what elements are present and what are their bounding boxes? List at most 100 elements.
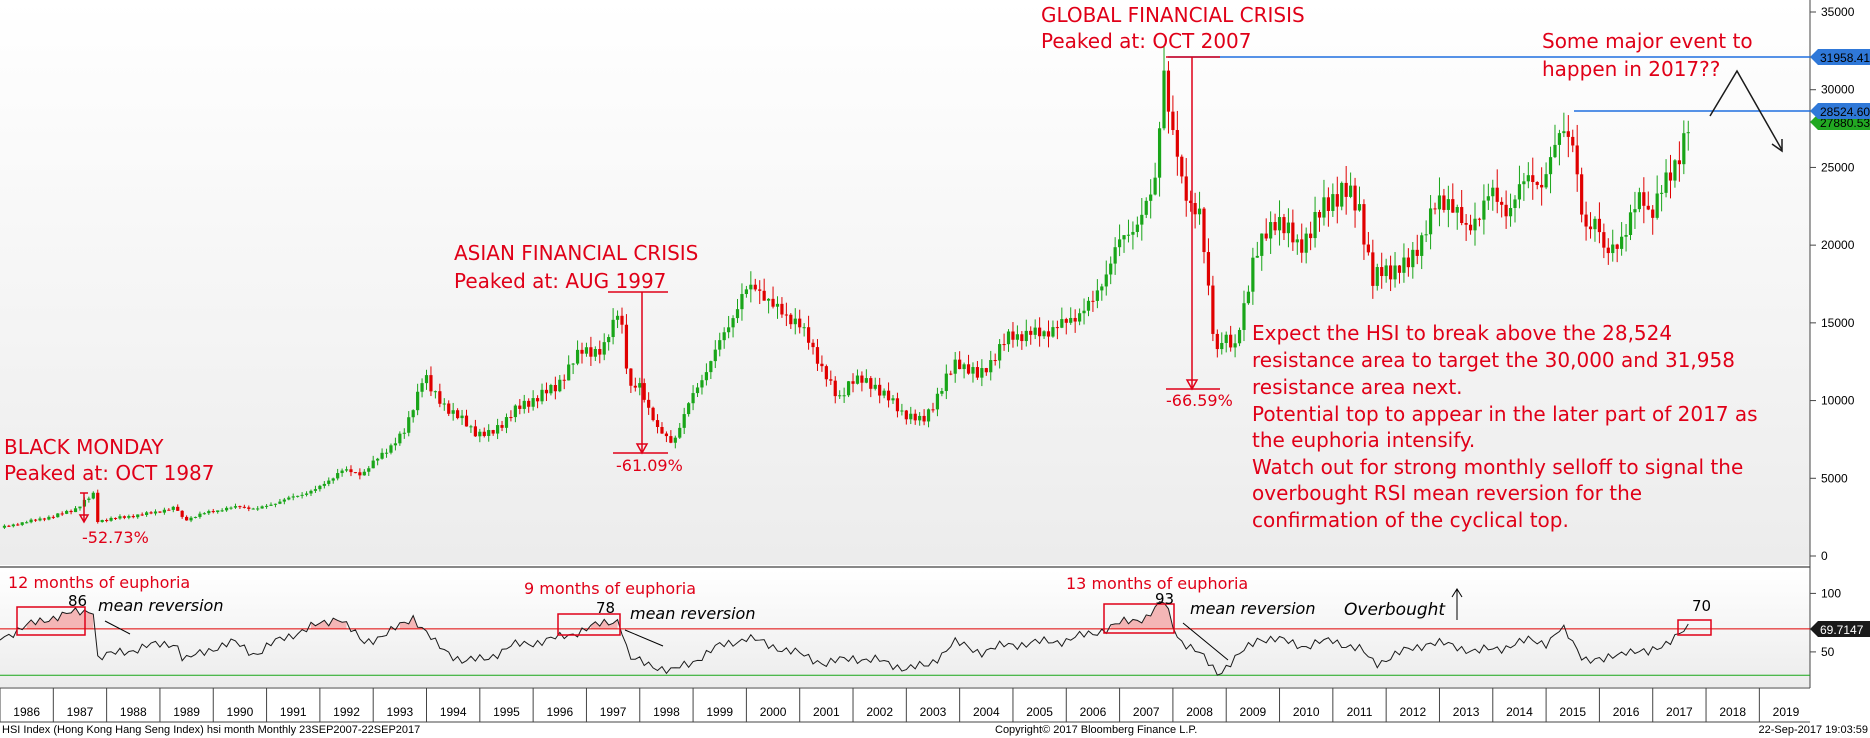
candle-body <box>336 473 340 479</box>
candle-body <box>1215 333 1219 350</box>
candle-body <box>584 347 589 354</box>
candle-body <box>615 315 620 320</box>
candle-body <box>504 417 509 428</box>
candle-body <box>771 298 775 307</box>
candle-body <box>1149 194 1153 201</box>
x-tick-label: 2017 <box>1666 705 1693 719</box>
price-tag-resistance-label: 28524.60 <box>1820 105 1870 119</box>
candle-body <box>1553 144 1557 158</box>
candle-body <box>1157 128 1162 178</box>
candle-body <box>673 437 677 443</box>
candle-body <box>87 498 91 500</box>
x-tick-label: 2010 <box>1293 705 1320 719</box>
candle-body <box>1486 196 1490 201</box>
x-tick-label: 2012 <box>1399 705 1426 719</box>
candle-body <box>1673 160 1677 181</box>
candle-body <box>695 387 700 394</box>
candle-body <box>998 344 1002 361</box>
candle-body <box>349 469 353 473</box>
candle-body <box>1615 244 1619 249</box>
candle-body <box>1682 133 1686 165</box>
candle-body <box>11 524 15 527</box>
candle-body <box>802 327 806 329</box>
candle-body <box>824 366 828 380</box>
x-tick-label: 1990 <box>227 705 254 719</box>
candle-body <box>393 443 398 446</box>
candle-body <box>806 327 811 343</box>
candle-body <box>1095 290 1099 301</box>
price-tag-resistance: 28524.60 <box>1810 103 1870 119</box>
candle-body <box>1611 244 1615 254</box>
footer-security: HSI Index (Hong Kong Hang Seng Index) hs… <box>2 724 420 736</box>
candle-body <box>1420 235 1424 256</box>
candle-body <box>118 516 122 519</box>
candle-body <box>1406 257 1410 268</box>
candle-body <box>353 472 358 474</box>
candle-body <box>762 290 766 301</box>
price-tick-label: 10000 <box>1821 394 1855 408</box>
asian-crisis-peak: Peaked at: AUG 1997 <box>454 269 666 293</box>
candle-body <box>833 380 837 397</box>
candle-body <box>989 360 993 373</box>
overbought-arrowhead <box>1451 588 1463 598</box>
candle-body <box>589 347 593 357</box>
candle-body <box>16 524 20 526</box>
candle-body <box>1397 265 1402 273</box>
rsi-mean-reversion-1: mean reversion <box>98 596 223 615</box>
event-question-line1: Some major event to <box>1542 29 1753 53</box>
candle-body <box>740 294 744 310</box>
candle-body <box>669 436 673 443</box>
candle-body <box>1593 218 1597 230</box>
candle-body <box>438 391 442 404</box>
candle-body <box>687 403 691 415</box>
candle-body <box>91 492 95 499</box>
candle-body <box>145 512 149 515</box>
candle-body <box>900 410 904 412</box>
candle-body <box>1140 214 1144 225</box>
candle-body <box>1309 233 1313 239</box>
candle-body <box>158 511 162 513</box>
candle-body <box>51 516 55 518</box>
rsi-arrow-1 <box>104 620 131 635</box>
candle-body <box>1069 317 1073 323</box>
candle-body <box>96 492 100 523</box>
rsi-overbought-fill <box>590 619 618 629</box>
candle-body <box>944 373 948 392</box>
candle-body <box>1557 133 1562 145</box>
candle-body <box>1517 184 1522 200</box>
candle-body <box>309 490 313 494</box>
candle-body <box>20 522 24 525</box>
candle-body <box>1038 327 1042 337</box>
x-tick-label: 2005 <box>1026 705 1053 719</box>
candle-body <box>1651 209 1655 218</box>
candle-body <box>1349 185 1353 197</box>
rsi-peak-2: 78 <box>596 599 615 617</box>
candle-body <box>753 284 757 290</box>
candle-body <box>846 381 851 396</box>
candle-body <box>935 393 940 410</box>
candle-body <box>1460 207 1464 224</box>
candle-body <box>975 367 980 378</box>
candle-body <box>1180 156 1184 177</box>
candle-body <box>713 349 717 362</box>
candle-body <box>1175 130 1179 157</box>
candle-body <box>1286 222 1291 234</box>
candle-body <box>829 379 833 381</box>
candle-body <box>518 405 522 409</box>
candle-body <box>344 469 349 471</box>
candle-body <box>1357 204 1362 211</box>
candle-body <box>758 289 762 291</box>
candle-body <box>389 445 393 453</box>
candle-body <box>296 495 300 497</box>
candle-body <box>451 410 455 414</box>
candle-body <box>238 506 242 508</box>
candle-body <box>691 393 695 404</box>
candle-body <box>1602 232 1606 248</box>
price-tick-label: 15000 <box>1821 316 1855 330</box>
rsi-line <box>0 601 1689 676</box>
candle-body <box>224 507 229 511</box>
candle-body <box>1313 211 1317 239</box>
candle-body <box>1273 222 1277 231</box>
candle-body <box>1264 233 1268 239</box>
x-tick-label: 2014 <box>1506 705 1533 719</box>
